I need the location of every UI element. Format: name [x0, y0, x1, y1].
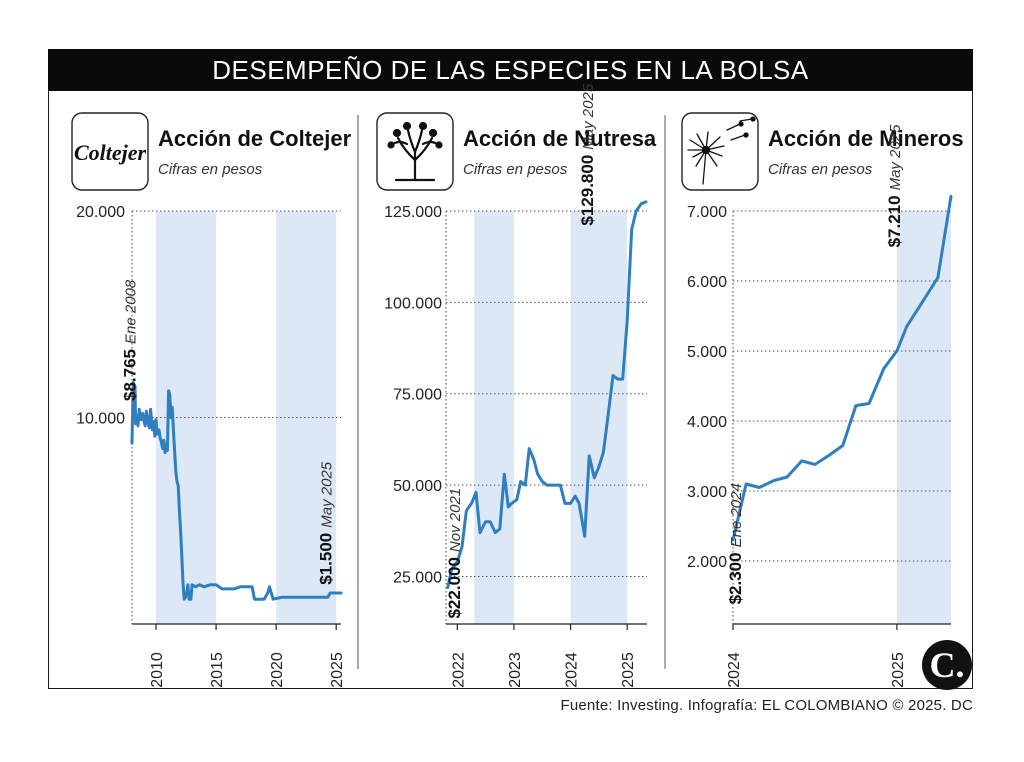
- panel-coltejer: Coltejer Acción de Coltejer Cifras en pe…: [71, 112, 352, 688]
- y-tick-label: 25.000: [393, 569, 442, 586]
- dandelion-icon: [687, 116, 756, 185]
- period-band: [276, 211, 337, 624]
- tree-icon: [387, 121, 443, 182]
- panel-nutresa: Acción de Nutresa Cifras en pesos 125.00…: [376, 83, 657, 688]
- infographic-title: DESEMPEÑO DE LAS ESPECIES EN LA BOLSA: [48, 49, 973, 91]
- annotation-text: $22.000 Nov 2021: [445, 488, 464, 619]
- annotation-date: May 2025: [318, 461, 335, 528]
- chart-title: Acción de Nutresa: [463, 126, 657, 151]
- y-tick-label: 100.000: [384, 295, 442, 312]
- y-tick-label: 5.000: [687, 344, 727, 361]
- period-band: [474, 211, 514, 624]
- annotation-date: May 2025: [580, 83, 597, 150]
- annotation-text: $7.210 May 2025: [885, 124, 904, 248]
- chart-title: Acción de Coltejer: [158, 126, 352, 151]
- annotation-value: $8.765: [121, 349, 140, 401]
- x-tick-label: 2025: [620, 652, 637, 688]
- annotation-text: $8.765 Ene 2008: [121, 279, 140, 401]
- annotation-date: May 2025: [887, 124, 904, 191]
- annotation-value: $2.300: [726, 552, 745, 604]
- annotation-value: $7.210: [885, 195, 904, 247]
- chart-subtitle: Cifras en pesos: [158, 161, 263, 178]
- x-tick-label: 2010: [149, 652, 166, 688]
- y-tick-label: 7.000: [687, 204, 727, 221]
- price-annotation: $22.000 Nov 2021: [445, 488, 464, 619]
- period-band: [896, 211, 951, 624]
- y-tick-label: 75.000: [393, 387, 442, 404]
- annotation-text: $129.800 May 2025: [578, 83, 597, 225]
- chart-title: Acción de Mineros: [768, 126, 964, 151]
- y-tick-label: 6.000: [687, 274, 727, 291]
- y-tick-label: 3.000: [687, 484, 727, 501]
- x-tick-label: 2025: [890, 652, 907, 688]
- annotation-date: Nov 2021: [447, 488, 464, 552]
- coltejer-plot: 20.000 10.000 2010 2015 2020 2025 $8.765 Ene 20…: [76, 204, 346, 688]
- y-tick-label: 2.000: [687, 554, 727, 571]
- el-colombiano-logo-icon: C.: [922, 640, 972, 690]
- period-band: [570, 211, 628, 624]
- mineros-plot: 7.000 6.000 5.000 4.000 3.000 2.000 2024 2025 $2…: [687, 124, 953, 688]
- y-tick-label: 125.000: [384, 204, 442, 221]
- y-tick-label: 50.000: [393, 478, 442, 495]
- mineros-logo-frame: [681, 112, 759, 191]
- annotation-value: $1.500: [316, 533, 335, 585]
- annotation-text: $1.500 May 2025: [316, 461, 335, 585]
- panel-mineros: Acción de Mineros Cifras en pesos 7.000 6…: [681, 112, 964, 688]
- x-tick-label: 2015: [209, 652, 226, 688]
- x-tick-label: 2023: [507, 652, 524, 688]
- price-line: [130, 380, 343, 601]
- price-annotation: $2.300 Ene 2024: [726, 483, 745, 604]
- chart-subtitle: Cifras en pesos: [463, 161, 568, 178]
- y-tick-label: 4.000: [687, 414, 727, 431]
- y-tick-label: 10.000: [76, 411, 125, 428]
- annotation-date: Ene 2024: [728, 483, 745, 547]
- x-tick-label: 2024: [564, 652, 581, 688]
- x-tick-label: 2020: [269, 652, 286, 688]
- coltejer-logo-icon: [71, 112, 149, 191]
- annotation-value: $22.000: [445, 557, 464, 618]
- source-credit: Fuente: Investing. Infografía: EL COLOMB…: [560, 697, 973, 714]
- price-annotation: $1.500 May 2025: [316, 461, 335, 585]
- annotation-value: $129.800: [578, 155, 597, 226]
- annotation-date: Ene 2008: [123, 279, 140, 344]
- price-annotation: $129.800 May 2025: [578, 83, 597, 225]
- annotation-text: $2.300 Ene 2024: [726, 483, 745, 604]
- price-line: [731, 194, 953, 542]
- price-annotation: $7.210 May 2025: [885, 124, 904, 248]
- x-tick-label: 2024: [726, 652, 743, 688]
- x-tick-label: 2025: [329, 652, 346, 688]
- x-tick-label: 2022: [450, 652, 467, 688]
- nutresa-plot: 125.000 100.000 75.000 50.000 25.000 2022 2023…: [384, 83, 648, 688]
- price-line: [446, 200, 648, 589]
- price-annotation: $8.765 Ene 2008: [121, 279, 140, 401]
- period-band: [156, 211, 217, 624]
- y-tick-label: 20.000: [76, 204, 125, 221]
- coltejer-logo-text: Coltejer: [74, 140, 147, 165]
- chart-subtitle: Cifras en pesos: [768, 161, 873, 178]
